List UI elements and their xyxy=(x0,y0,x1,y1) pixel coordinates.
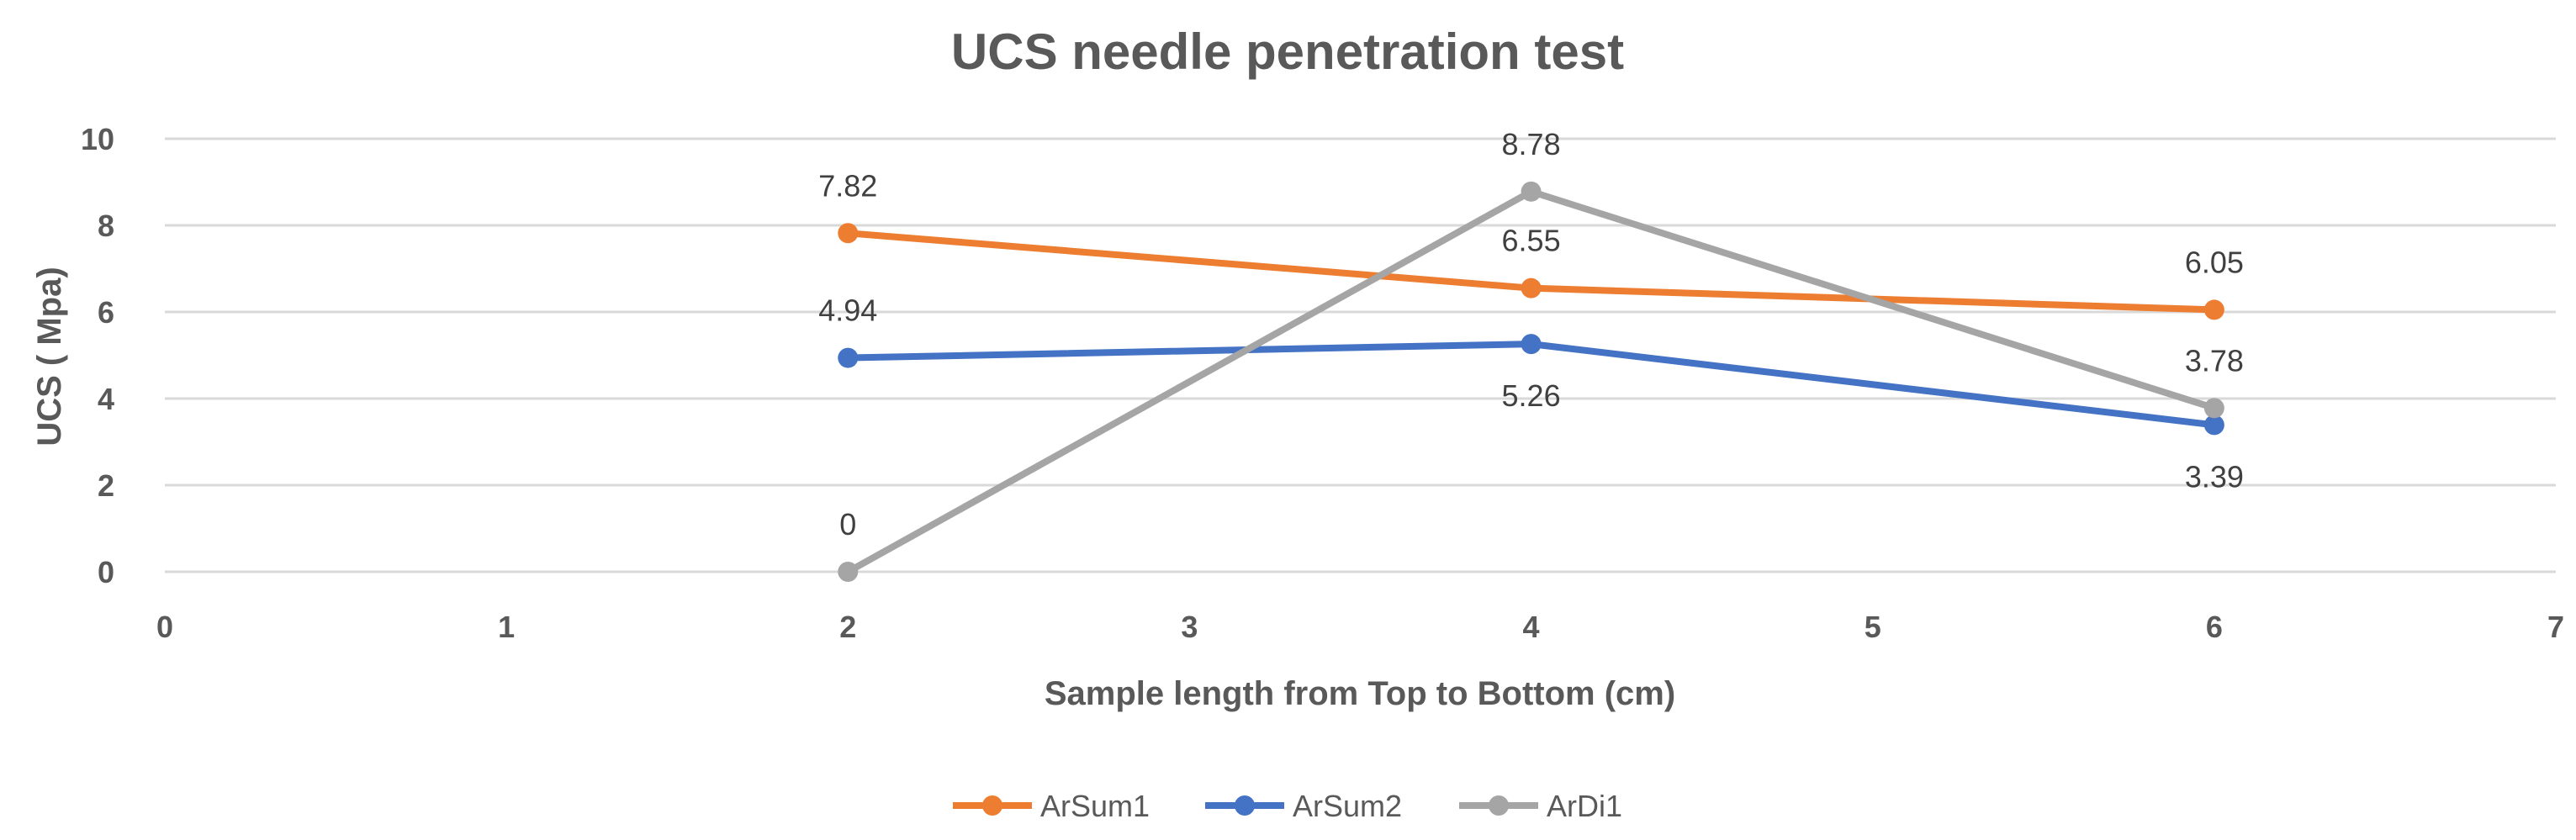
legend-marker-icon xyxy=(1489,795,1509,816)
legend-item-ArSum2: ArSum2 xyxy=(1205,789,1402,823)
y-axis-ticks: 0 2 4 6 8 10 xyxy=(81,122,114,589)
data-point-ArDi1 xyxy=(1521,181,1542,202)
data-label-ArSum1: 6.05 xyxy=(2185,245,2244,279)
x-tick-label: 3 xyxy=(1181,610,1198,644)
x-tick-label: 6 xyxy=(2206,610,2223,644)
data-label-ArDi1: 3.78 xyxy=(2185,343,2244,378)
y-tick-label: 4 xyxy=(98,382,114,416)
legend: ArSum1 ArSum2 ArDi1 xyxy=(953,789,1622,823)
legend-marker-icon xyxy=(1235,795,1255,816)
x-tick-label: 4 xyxy=(1523,610,1540,644)
x-tick-label: 5 xyxy=(1865,610,1881,644)
data-label-ArSum2: 5.26 xyxy=(1502,378,1561,413)
data-point-ArSum2 xyxy=(838,347,859,368)
y-axis-title: UCS ( Mpa) xyxy=(31,267,68,446)
series-layer xyxy=(838,181,2224,582)
legend-item-ArSum1: ArSum1 xyxy=(953,789,1150,823)
data-label-ArDi1: 8.78 xyxy=(1502,127,1561,161)
data-point-ArSum2 xyxy=(2203,415,2224,436)
y-tick-label: 0 xyxy=(98,555,114,589)
data-point-ArDi1 xyxy=(2203,398,2224,419)
x-axis-ticks: 0 1 2 3 4 5 6 7 xyxy=(156,610,2564,644)
data-point-ArSum2 xyxy=(1521,334,1542,355)
data-point-ArSum1 xyxy=(1521,277,1542,298)
chart-title: UCS needle penetration test xyxy=(951,24,1624,80)
data-labels: 7.82 6.55 6.05 4.94 5.26 3.39 0 8.78 3.78 xyxy=(818,127,2244,542)
x-tick-label: 7 xyxy=(2547,610,2564,644)
x-tick-label: 1 xyxy=(498,610,515,644)
y-tick-label: 2 xyxy=(98,468,114,503)
data-label-ArSum1: 6.55 xyxy=(1502,224,1561,258)
data-point-ArSum1 xyxy=(2203,299,2224,320)
x-tick-label: 0 xyxy=(156,610,173,644)
data-point-ArDi1 xyxy=(838,562,859,582)
x-tick-label: 2 xyxy=(839,610,856,644)
data-label-ArSum2: 3.39 xyxy=(2185,459,2244,494)
data-label-ArDi1: 0 xyxy=(839,507,856,542)
legend-label: ArSum2 xyxy=(1293,789,1402,823)
legend-label: ArDi1 xyxy=(1547,789,1622,823)
data-label-ArSum1: 7.82 xyxy=(818,168,877,203)
y-tick-label: 8 xyxy=(98,209,114,243)
legend-label: ArSum1 xyxy=(1040,789,1150,823)
gridlines xyxy=(165,137,2556,573)
x-axis-title: Sample length from Top to Bottom (cm) xyxy=(1045,675,1675,712)
y-tick-label: 10 xyxy=(81,122,114,156)
legend-marker-icon xyxy=(982,795,1002,816)
y-tick-label: 6 xyxy=(98,295,114,330)
data-point-ArSum1 xyxy=(838,223,859,244)
data-label-ArSum2: 4.94 xyxy=(818,293,877,328)
legend-item-ArDi1: ArDi1 xyxy=(1459,789,1622,823)
